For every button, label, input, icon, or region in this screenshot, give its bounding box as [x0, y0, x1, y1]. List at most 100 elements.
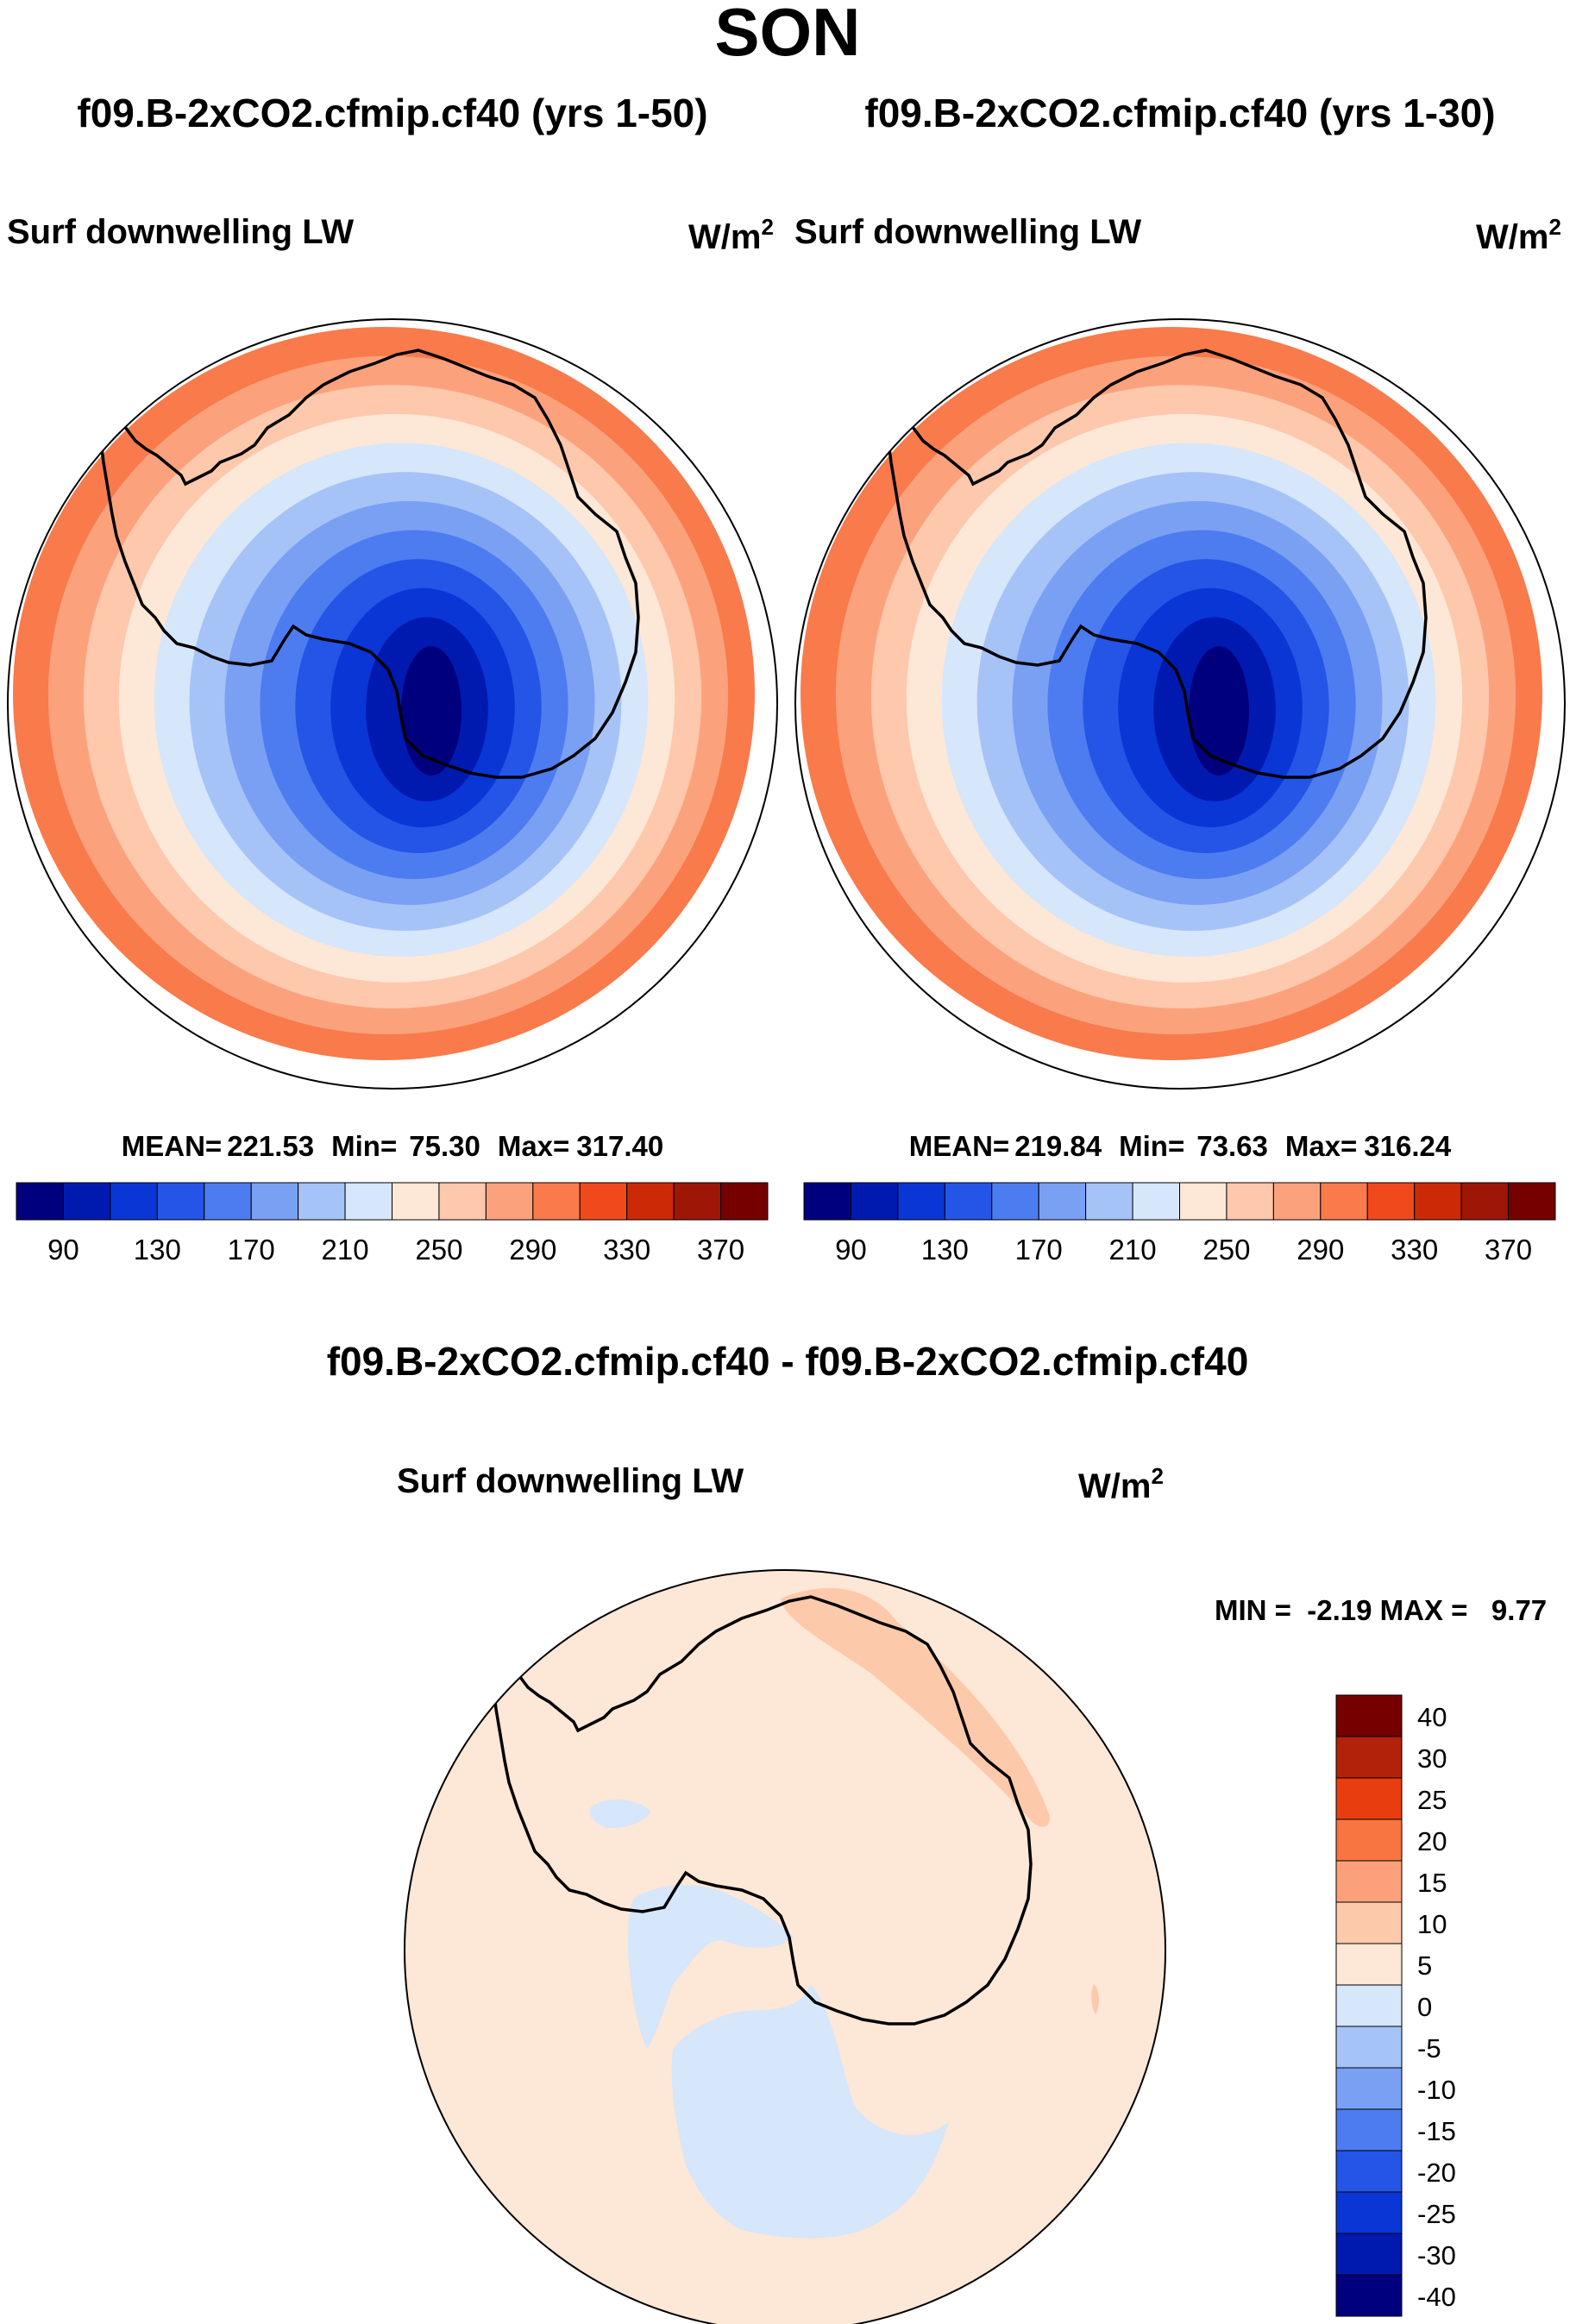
positive-anomaly-area — [781, 1587, 1050, 1827]
units-label: W/m2 — [688, 214, 774, 256]
colorbar-box — [1335, 1984, 1403, 2027]
colorbar-box — [1335, 1818, 1403, 1862]
colorbar-tick-label: -40 — [1417, 2282, 1456, 2312]
antarctica-coastline — [78, 319, 640, 779]
colorbar-tick-label: 210 — [1109, 1234, 1157, 1266]
colorbar-tick-label: 170 — [228, 1234, 275, 1266]
colorbar-box — [1179, 1182, 1228, 1221]
colorbar-tick-label: 210 — [322, 1234, 369, 1266]
colorbar-box — [1508, 1182, 1556, 1221]
colorbar-box — [344, 1182, 392, 1221]
colorbar-tick-label: 130 — [921, 1234, 969, 1266]
colorbar-tick-label: 30 — [1417, 1743, 1447, 1774]
stats-line: MEAN= 219.84 Min= 73.63 Max= 316.24 — [909, 1130, 1452, 1162]
colorbar-box — [62, 1182, 111, 1221]
colorbar-tick-label: 40 — [1417, 1702, 1447, 1732]
colorbar-tick-label: 330 — [1391, 1234, 1438, 1266]
variable-label: Surf downwelling LW — [7, 213, 354, 251]
colorbar-tick-label: 5 — [1417, 1950, 1432, 1981]
difference-panel: f09.B-2xCO2.cfmip.cf40 - f09.B-2xCO2.cfm… — [327, 1339, 1547, 2324]
colorbar-box — [1335, 2191, 1403, 2234]
colorbar-box — [850, 1182, 899, 1221]
colorbar-tick-label: 370 — [697, 1234, 744, 1266]
polar-map — [13, 319, 755, 1060]
colorbar-box — [1335, 1860, 1403, 1903]
colorbar-box — [626, 1182, 675, 1221]
colorbar-box — [1272, 1182, 1322, 1221]
colorbar-box — [1335, 2150, 1403, 2193]
units-label: W/m2 — [1078, 1463, 1164, 1505]
negative-anomaly-area — [589, 1799, 651, 1829]
case-title: f09.B-2xCO2.cfmip.cf40 (yrs 1-30) — [864, 91, 1495, 135]
colorbar-tick-label: -25 — [1417, 2199, 1456, 2229]
colorbar-box — [1085, 1182, 1133, 1221]
colorbar-box — [1335, 1943, 1403, 1986]
colorbar-box — [156, 1182, 205, 1221]
colorbar-box — [1460, 1182, 1510, 1221]
colorbar-box — [298, 1182, 346, 1221]
negative-anomaly-area — [628, 1885, 794, 2049]
colorbar-box — [803, 1182, 851, 1221]
colorbar-tick-label: 15 — [1417, 1868, 1447, 1898]
antarctica-coastline — [865, 319, 1428, 779]
colorbar-tick-label: -10 — [1417, 2075, 1456, 2105]
colorbar-box — [1132, 1182, 1180, 1221]
colorbar-box — [1414, 1182, 1462, 1221]
colorbar-tick-label: 170 — [1015, 1234, 1063, 1266]
colorbar-box — [204, 1182, 252, 1221]
contour-band — [1189, 646, 1249, 776]
colorbar: 90 130 170 210 250 290 330 370 — [803, 1182, 1556, 1266]
colorbar-box — [16, 1182, 64, 1221]
colorbar-box — [1335, 2274, 1403, 2317]
map-panel-left: f09.B-2xCO2.cfmip.cf40 (yrs 1-50) Surf d… — [7, 91, 778, 1266]
colorbar-tick-label: -15 — [1417, 2116, 1456, 2146]
variable-label: Surf downwelling LW — [397, 1462, 744, 1500]
colorbar-box — [1335, 2233, 1403, 2276]
colorbar-tick-label: 25 — [1417, 1785, 1447, 1815]
colorbar-tick-label: -20 — [1417, 2158, 1456, 2188]
field-rings — [13, 327, 755, 1060]
colorbar: 90 130 170 210 250 290 330 370 — [16, 1182, 769, 1266]
colorbar-box — [1335, 1736, 1403, 1779]
colorbar-tick-label: -30 — [1417, 2240, 1456, 2271]
colorbar-box — [897, 1182, 945, 1221]
colorbar-tick-label: 250 — [1202, 1234, 1250, 1266]
colorbar-tick-label: 90 — [835, 1234, 867, 1266]
colorbar-box — [1335, 1901, 1403, 1944]
polar-map — [405, 1570, 1165, 2324]
colorbar-tick-label: 130 — [134, 1234, 181, 1266]
colorbar-box — [1335, 2108, 1403, 2151]
colorbar-box — [1335, 1777, 1403, 1820]
contour-band — [401, 646, 461, 776]
map-border — [404, 1569, 1166, 2324]
variable-label: Surf downwelling LW — [794, 213, 1141, 251]
colorbar-box — [944, 1182, 993, 1221]
colorbar-tick-label: 20 — [1417, 1826, 1447, 1856]
positive-anomaly-spot — [1091, 1984, 1099, 2014]
colorbar-tick-label: 10 — [1417, 1909, 1447, 1939]
colorbar-box — [485, 1182, 534, 1221]
colorbar-box — [1335, 2067, 1403, 2110]
antarctica-coastline — [470, 1570, 1033, 2026]
colorbar-box — [1038, 1182, 1087, 1221]
colorbar-tick-label: 290 — [509, 1234, 556, 1266]
season-title: SON — [714, 0, 860, 70]
colorbar-box — [1335, 2026, 1403, 2069]
polar-map — [801, 319, 1542, 1060]
colorbar-tick-label: 370 — [1485, 1234, 1532, 1266]
negative-anomaly-area — [671, 1984, 949, 2239]
colorbar-box — [673, 1182, 722, 1221]
minmax-label: MIN = -2.19 MAX = 9.77 — [1215, 1594, 1547, 1626]
colorbar-tick-label: 290 — [1297, 1234, 1344, 1266]
colorbar-box — [1320, 1182, 1368, 1221]
case-title: f09.B-2xCO2.cfmip.cf40 (yrs 1-50) — [77, 91, 707, 135]
colorbar-tick-label: -5 — [1417, 2033, 1441, 2063]
map-panel-right: f09.B-2xCO2.cfmip.cf40 (yrs 1-30) Surf d… — [794, 91, 1566, 1266]
colorbar-tick-label: 0 — [1417, 1992, 1432, 2022]
field-rings — [801, 327, 1542, 1060]
colorbar-box — [532, 1182, 581, 1221]
colorbar-box — [720, 1182, 769, 1221]
colorbar-tick-label: 250 — [415, 1234, 462, 1266]
colorbar-tick-label: 90 — [47, 1234, 79, 1266]
